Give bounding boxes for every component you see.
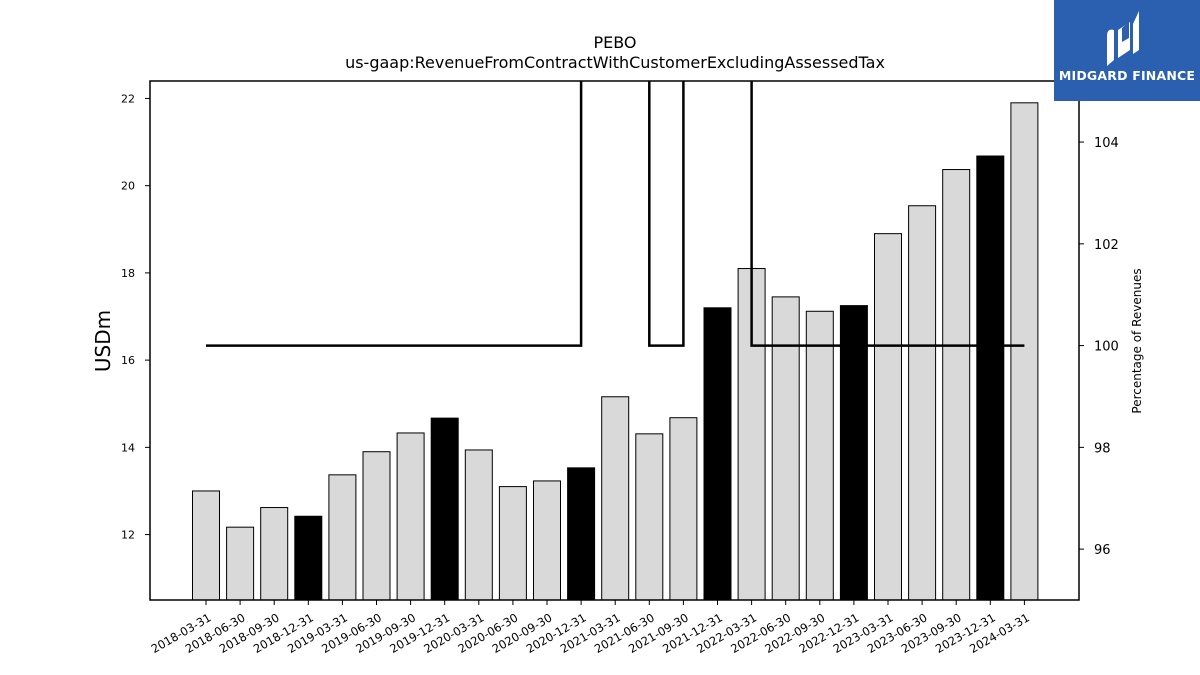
y2-axis-label: Percentage of Revenues [1130, 268, 1144, 413]
bar-2021-12-31 [703, 307, 732, 601]
bar-2019-06-30 [362, 451, 391, 601]
y2-tick-label-96: 96 [1094, 543, 1111, 558]
y-axis-label: USDm [91, 310, 115, 372]
bar-2022-12-31 [839, 305, 868, 601]
bars-group [192, 102, 1039, 601]
bar-2020-06-30 [498, 486, 527, 601]
y-tick-label-20: 20 [121, 180, 135, 193]
bar-2021-03-31 [601, 396, 630, 601]
y-tick-label-16: 16 [121, 354, 135, 367]
y2-tick-label-100: 100 [1094, 340, 1119, 355]
y-tick-label-22: 22 [121, 92, 135, 105]
logo-mark-icon [1107, 11, 1139, 67]
bar-2018-09-30 [260, 507, 289, 601]
y-tick-label-18: 18 [121, 267, 135, 280]
logo-text: MIDGARD FINANCE [1058, 68, 1196, 83]
y2-tick-label-102: 102 [1094, 238, 1119, 253]
bar-2021-09-30 [669, 417, 698, 601]
y-tick-label-12: 12 [121, 529, 135, 542]
midgard-finance-logo: MIDGARD FINANCE [1054, 0, 1200, 101]
bar-2023-03-31 [874, 233, 902, 601]
bar-2020-09-30 [533, 480, 561, 601]
bar-2022-06-30 [771, 296, 800, 601]
bar-2021-06-30 [635, 433, 664, 601]
chart-subtitle: us-gaap:RevenueFromContractWithCustomerE… [345, 53, 885, 72]
bar-2020-03-31 [464, 449, 493, 601]
percentage-line [206, 81, 1025, 347]
bar-2019-12-31 [430, 417, 459, 601]
bar-2022-09-30 [805, 310, 834, 601]
bar-2018-12-31 [294, 515, 323, 601]
bar-2023-06-30 [908, 205, 937, 601]
bar-2024-03-31 [1010, 102, 1039, 601]
bar-2023-09-30 [942, 169, 971, 601]
bar-2019-09-30 [396, 432, 425, 601]
bar-2018-03-31 [192, 490, 220, 601]
percentage-line-group [206, 81, 1025, 347]
y-tick-label-14: 14 [121, 441, 135, 454]
plot-frame [149, 80, 1080, 601]
bar-2023-12-31 [976, 155, 1005, 601]
chart-title: PEBO [593, 33, 636, 52]
y2-tick-label-104: 104 [1094, 136, 1119, 151]
bar-2019-03-31 [328, 474, 357, 601]
y2-tick-label-98: 98 [1094, 441, 1111, 456]
bar-2020-12-31 [567, 467, 596, 601]
bar-2018-06-30 [226, 526, 255, 601]
